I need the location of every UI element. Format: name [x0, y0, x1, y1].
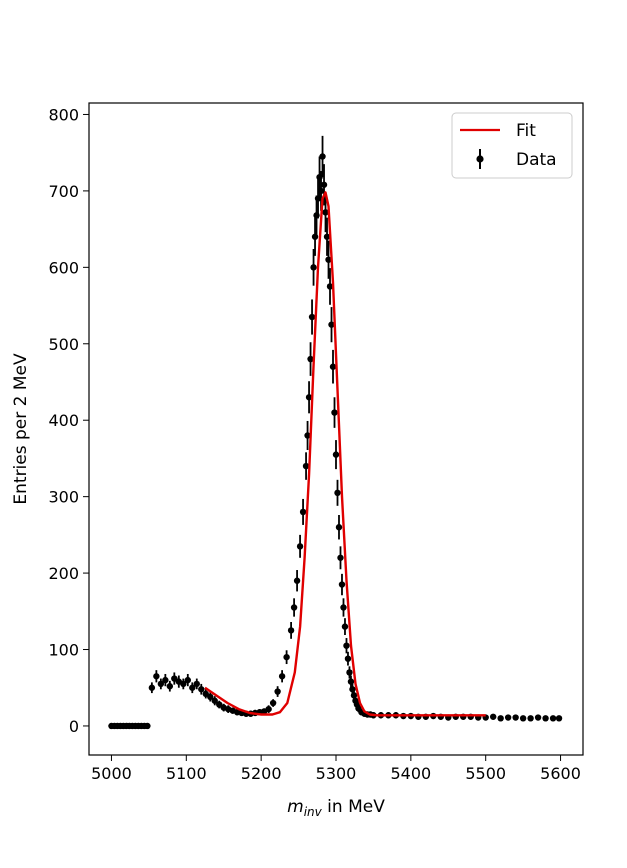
data-point — [287, 627, 295, 634]
data-point — [338, 581, 346, 588]
data-point — [331, 409, 338, 416]
data-point — [180, 680, 187, 688]
x-axis-label-rest: in MeV — [322, 797, 385, 817]
plot-frame — [88, 102, 584, 756]
y-tick-label: 600 — [48, 258, 79, 277]
fit-curve — [204, 191, 486, 717]
y-tick-label: 400 — [48, 411, 79, 430]
data-point — [202, 690, 209, 698]
data-point — [337, 554, 344, 561]
data-point — [299, 508, 307, 516]
data-point — [162, 676, 169, 684]
x-tick-label: 5200 — [241, 764, 282, 783]
legend-data-marker — [476, 155, 484, 163]
data-point — [305, 394, 313, 401]
data-point — [207, 693, 214, 701]
data-point — [308, 313, 316, 321]
data-point — [323, 233, 331, 240]
data-point — [296, 543, 304, 550]
data-point — [343, 642, 350, 649]
data-point — [555, 715, 563, 722]
legend-fit-label: Fit — [516, 121, 536, 141]
data-point — [334, 489, 341, 497]
data-point — [148, 684, 156, 691]
x-tick-label: 5500 — [465, 764, 506, 783]
data-point — [310, 264, 317, 271]
data-point — [326, 283, 334, 290]
x-axis-label-main: m — [287, 797, 304, 817]
data-point — [304, 432, 311, 439]
data-point — [274, 688, 281, 695]
data-point — [319, 153, 326, 160]
data-point — [325, 256, 332, 263]
y-tick-label: 200 — [48, 564, 79, 583]
data-point — [549, 715, 557, 722]
legend: Fit Data — [451, 112, 573, 179]
data-point — [346, 669, 353, 676]
data-point — [519, 715, 527, 722]
data-point — [198, 686, 205, 693]
data-point — [340, 604, 347, 611]
data-point — [184, 676, 191, 684]
data-point — [144, 722, 151, 730]
data-point — [293, 577, 301, 584]
data-point — [211, 697, 218, 704]
data-point — [269, 699, 277, 707]
x-tick-label: 5100 — [166, 764, 207, 783]
data-point — [332, 451, 340, 458]
data-point — [527, 715, 534, 722]
data-point — [307, 355, 314, 363]
data-point — [335, 524, 343, 531]
data-point — [189, 684, 196, 691]
data-layer — [108, 135, 563, 730]
y-tick-label: 100 — [48, 641, 79, 660]
data-point — [216, 701, 223, 708]
data-point — [328, 321, 335, 328]
data-point — [320, 181, 328, 188]
fit-layer — [204, 191, 486, 717]
data-point — [504, 714, 512, 721]
data-point — [157, 680, 165, 688]
x-tick-label: 5600 — [540, 764, 581, 783]
y-tick-label: 700 — [48, 182, 79, 201]
x-axis-label: minv in MeV — [287, 797, 385, 819]
data-point — [344, 655, 352, 662]
data-point — [302, 462, 310, 470]
x-axis-label-sub: inv — [304, 805, 323, 819]
data-point — [153, 673, 160, 680]
data-point — [193, 680, 200, 688]
data-point — [278, 673, 286, 680]
data-point — [166, 683, 174, 690]
data-point — [171, 675, 178, 682]
data-point — [283, 653, 290, 661]
data-point — [317, 187, 325, 195]
data-point — [542, 715, 549, 722]
data-point — [265, 705, 272, 713]
data-point — [329, 363, 337, 370]
data-point — [322, 209, 329, 216]
y-tick-label: 300 — [48, 488, 79, 507]
tick-layer: 5000 5100 5200 5300 5400 5500 5600 0 100 200 300 40… — [48, 105, 580, 783]
x-tick-label: 5300 — [316, 764, 357, 783]
data-point — [341, 623, 349, 630]
y-tick-label: 0 — [69, 717, 79, 736]
x-tick-label: 5400 — [390, 764, 431, 783]
x-tick-label: 5000 — [91, 764, 132, 783]
data-point — [497, 715, 504, 722]
y-axis-label: Entries per 2 MeV — [11, 353, 31, 505]
data-point — [534, 714, 542, 721]
data-point — [512, 714, 519, 721]
y-tick-label: 800 — [48, 105, 79, 124]
data-point — [489, 713, 497, 720]
data-point — [347, 678, 355, 685]
legend-data-label: Data — [516, 150, 557, 170]
y-tick-label: 500 — [48, 335, 79, 354]
data-point — [290, 604, 298, 611]
